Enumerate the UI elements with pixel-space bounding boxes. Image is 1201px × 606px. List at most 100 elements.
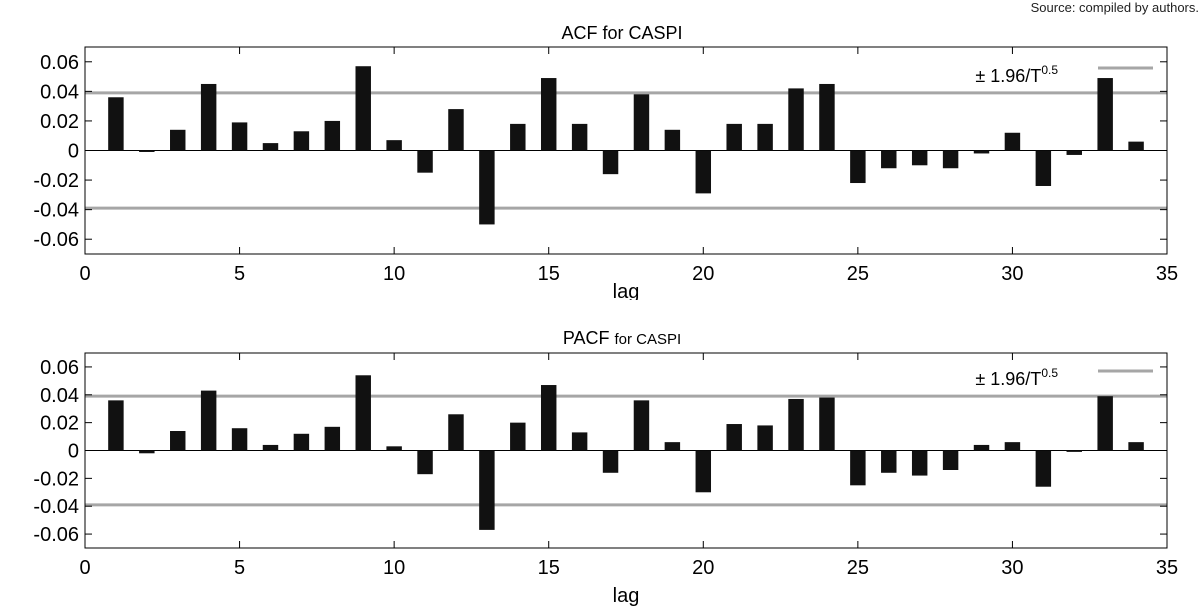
- x-tick-label: 5: [234, 263, 245, 285]
- bar-lag-7: [293, 131, 310, 151]
- bar-lag-32: [1066, 450, 1082, 452]
- bar-lag-33: [1097, 396, 1113, 451]
- bar-lag-28: [942, 450, 959, 470]
- bar-lag-14: [510, 422, 526, 451]
- x-tick-label: 30: [1001, 263, 1023, 285]
- x-tick-label: 0: [79, 557, 90, 579]
- bar-lag-28: [942, 150, 959, 169]
- bar-lag-25: [850, 150, 866, 184]
- bar-lag-25: [850, 450, 866, 486]
- bar-lag-2: [139, 450, 155, 454]
- y-tick-label: 0.02: [40, 413, 79, 435]
- bar-lag-30: [1004, 442, 1021, 451]
- bar-lag-3: [170, 129, 186, 151]
- legend-label: ± 1.96/T0.5: [975, 63, 1058, 86]
- bar-lag-7: [293, 433, 310, 451]
- bar-lag-34: [1128, 141, 1144, 151]
- bar-lag-21: [726, 123, 742, 151]
- bar-lag-29: [973, 444, 990, 451]
- bar-lag-31: [1035, 450, 1052, 487]
- bar-lag-24: [819, 397, 835, 451]
- bar-lag-1: [108, 400, 124, 451]
- bar-lag-11: [417, 150, 433, 173]
- bar-lag-14: [510, 123, 526, 151]
- legend-label-base: ± 1.96/T: [975, 66, 1041, 86]
- bar-lag-20: [695, 150, 712, 194]
- bar-lag-9: [355, 66, 371, 151]
- bar-lag-26: [881, 150, 897, 169]
- bar-lag-4: [200, 83, 217, 151]
- x-tick-label: 15: [538, 263, 560, 285]
- chart-title-main: PACF: [563, 328, 610, 348]
- y-tick-label: -0.06: [33, 524, 79, 546]
- pacf-chart: PACF for CASPI 0.06 0.04 0.02 0 -0.02 -0.04 -0.…: [33, 328, 1178, 606]
- bar-lag-26: [881, 450, 897, 473]
- bar-lag-13: [479, 150, 495, 225]
- x-tick-label: 35: [1156, 263, 1178, 285]
- bar-lag-32: [1066, 150, 1082, 155]
- bar-lag-12: [448, 109, 464, 151]
- bar-lag-22: [757, 425, 773, 451]
- x-tick-label: 35: [1156, 557, 1178, 579]
- bar-lag-10: [386, 446, 402, 451]
- y-tick-label: 0.06: [40, 357, 79, 379]
- x-tick-label: 0: [79, 263, 90, 285]
- chart-title-sub: for CASPI: [615, 331, 682, 348]
- y-tick-label: 0: [68, 441, 79, 463]
- bar-lag-12: [448, 414, 464, 451]
- bar-lag-20: [695, 450, 712, 493]
- bar-lag-9: [355, 375, 371, 451]
- y-tick-label: 0.02: [40, 111, 79, 133]
- x-tick-label: 10: [383, 263, 405, 285]
- bar-lag-8: [324, 426, 341, 451]
- acf-chart: ACF for CASPI 0.06 0.04 0.02 0 -0.02 -0.04 -0.0…: [33, 23, 1178, 300]
- bar-lag-27: [911, 450, 928, 476]
- legend-label-exponent: 0.5: [1041, 63, 1058, 77]
- y-tick-label: -0.04: [33, 496, 79, 518]
- y-tick-label: -0.02: [33, 170, 79, 192]
- bar-lag-6: [262, 444, 279, 451]
- bar-lag-17: [602, 150, 619, 175]
- bar-lag-30: [1004, 132, 1021, 151]
- bar-lag-4: [200, 390, 217, 451]
- y-tick-label: 0: [68, 141, 79, 163]
- source-note: Source: compiled by authors.: [1030, 0, 1199, 15]
- y-tick-label: 0.06: [40, 52, 79, 74]
- legend-label: ± 1.96/T0.5: [975, 366, 1058, 389]
- x-tick-label: 25: [847, 263, 869, 285]
- bar-lag-31: [1035, 150, 1052, 186]
- bar-lag-22: [757, 123, 773, 151]
- bar-lag-34: [1128, 442, 1144, 451]
- y-tick-label: -0.06: [33, 229, 79, 251]
- bar-lag-6: [262, 143, 279, 151]
- chart-title: ACF for CASPI: [561, 23, 682, 43]
- y-tick-label: -0.02: [33, 468, 79, 490]
- bar-lag-18: [633, 400, 650, 451]
- y-tick-label: 0.04: [40, 385, 79, 407]
- bar-lag-23: [788, 398, 804, 451]
- bar-lag-24: [819, 83, 835, 151]
- y-tick-label: 0.04: [40, 81, 79, 103]
- legend-label-exponent: 0.5: [1041, 366, 1058, 380]
- bar-lag-5: [231, 122, 248, 151]
- bar-lag-15: [540, 78, 557, 151]
- legend-label-base: ± 1.96/T: [975, 369, 1041, 389]
- bar-lag-15: [540, 385, 557, 451]
- bar-lag-21: [726, 424, 742, 451]
- bar-lag-19: [664, 442, 681, 451]
- bar-lag-5: [231, 428, 248, 451]
- x-tick-label: 20: [692, 263, 714, 285]
- y-tick-label: -0.04: [33, 200, 79, 222]
- bar-lag-1: [108, 97, 124, 151]
- bar-lag-33: [1097, 78, 1113, 151]
- x-tick-label: 5: [234, 557, 245, 579]
- bar-lag-23: [788, 88, 804, 151]
- bar-lag-13: [479, 450, 495, 530]
- x-axis-label: lag: [613, 585, 640, 606]
- x-tick-label: 25: [847, 557, 869, 579]
- bar-lag-10: [386, 140, 402, 151]
- bar-lag-27: [911, 150, 928, 166]
- bar-lag-18: [633, 94, 650, 151]
- x-axis-label: lag: [613, 281, 640, 300]
- bar-lag-11: [417, 450, 433, 475]
